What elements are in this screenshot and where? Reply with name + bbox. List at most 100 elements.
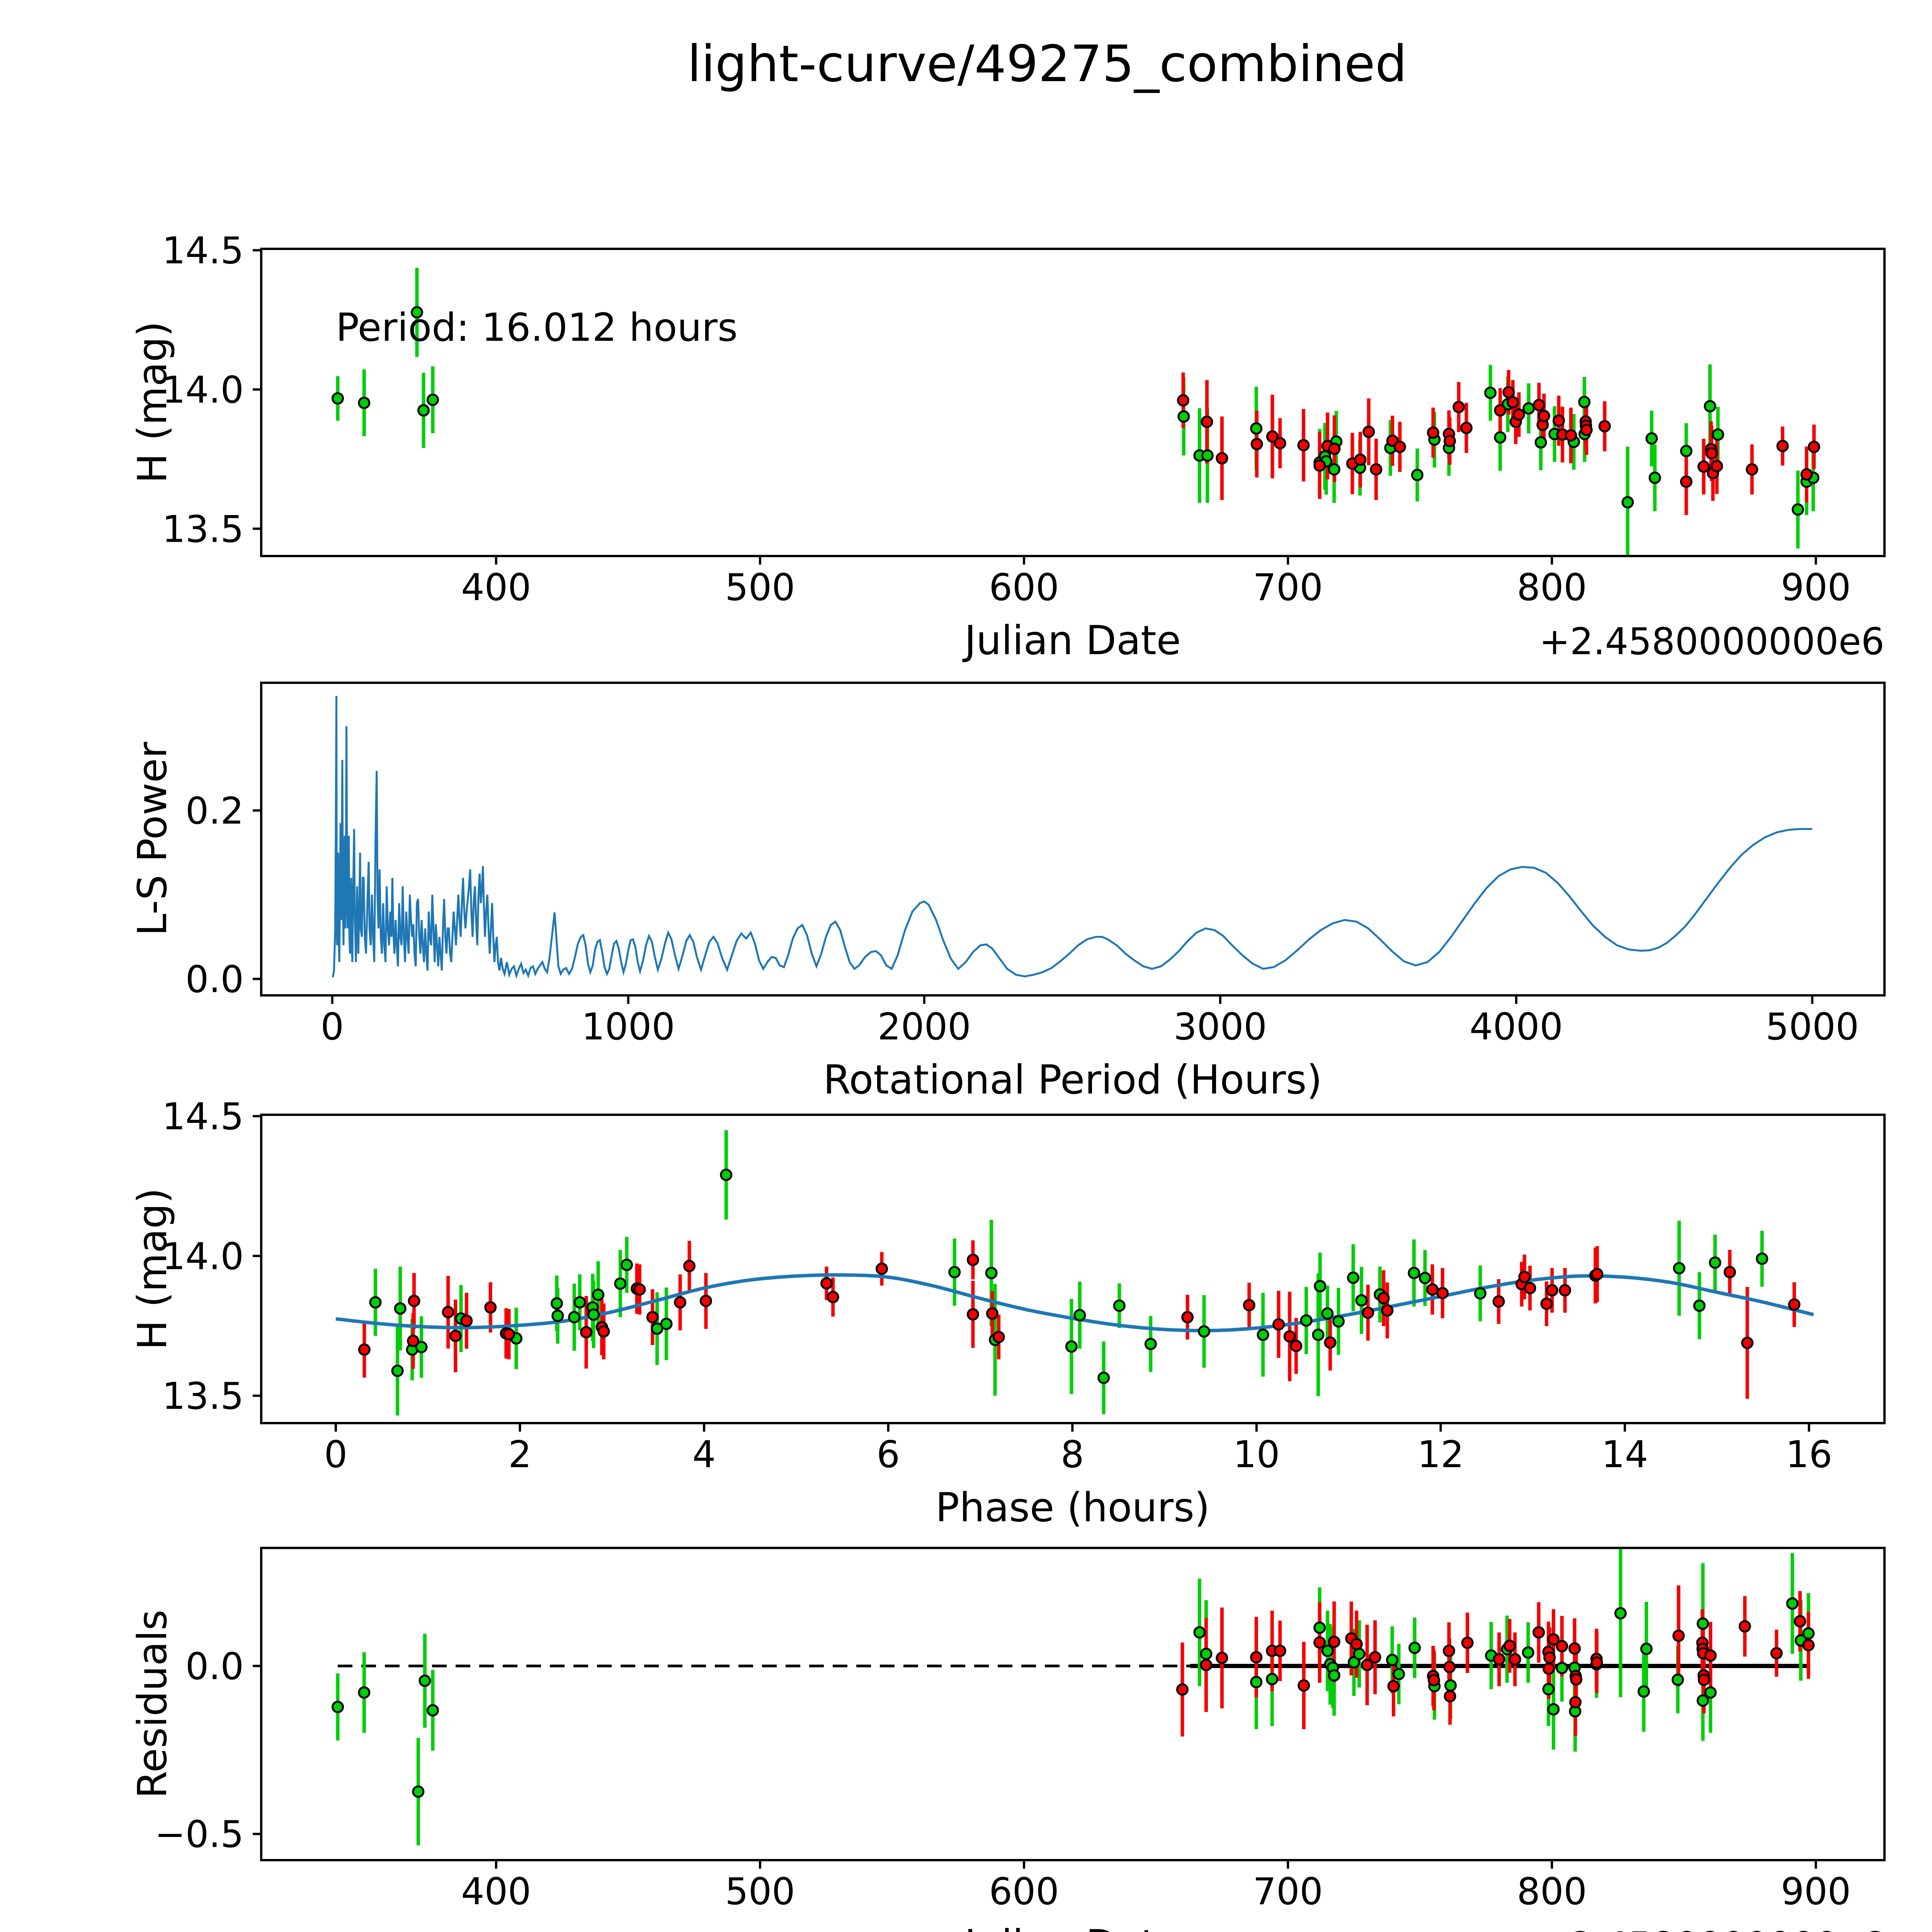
data-point [1144,1338,1157,1350]
markers-red-light-curve [1177,386,1820,488]
data-point [967,1253,979,1266]
data-point [358,1686,371,1699]
data-point [1377,1292,1390,1304]
axes-spines [260,682,1886,997]
data-point [699,1294,712,1307]
data-point [1492,1295,1505,1308]
panel-phased: 0 2 4 6 8 10 12 14 16 14.5 14.0 13.5 [162,1096,1886,1476]
data-point [1648,471,1661,484]
markers-green-phased [369,1168,1769,1384]
figure-title: light-curve/49275_combined [687,34,1407,93]
y-tick-label: −0.5 [155,1813,244,1856]
data-point [1494,404,1507,417]
data-point [358,396,371,409]
data-point [1723,1266,1736,1279]
data-point [614,1277,627,1290]
data-point [415,1341,428,1354]
x-tick-label: 0 [324,1434,347,1476]
periodogram-xlabel: Rotational Period (Hours) [823,1057,1322,1103]
data-point [1177,394,1189,407]
data-point [1428,1674,1440,1687]
data-point [1250,1676,1263,1689]
x-tick-label: 6 [877,1434,900,1476]
data-point [1387,1680,1400,1692]
periodogram-line [332,696,1813,979]
data-point [1361,1658,1374,1671]
x-tick-label: 2 [508,1434,531,1476]
data-point [449,1330,462,1342]
data-point [1386,1653,1398,1666]
data-point [1547,1633,1560,1646]
data-point [408,1294,420,1307]
data-point [1324,1336,1337,1349]
data-point [1569,1696,1582,1709]
data-point [1614,1607,1627,1620]
data-point [992,1331,1005,1344]
data-point [986,1307,998,1320]
data-point [568,1311,581,1323]
data-point [551,1310,564,1322]
data-point [1274,1645,1286,1657]
data-point [1393,440,1406,453]
data-point [1712,428,1724,441]
data-point [1300,1314,1313,1327]
data-point [1680,475,1692,488]
data-point [418,1674,431,1687]
lightcurve-xlabel: Julian Date [962,617,1181,664]
data-point [1537,410,1550,422]
data-point [417,404,430,417]
data-point [1559,1284,1571,1297]
data-point [1693,1299,1706,1312]
data-point [1509,1653,1521,1666]
data-point [1512,408,1525,421]
data-point [1502,386,1515,399]
data-point [407,1335,420,1347]
data-point [391,1364,404,1377]
data-point [1216,1651,1228,1664]
data-point [1411,469,1423,481]
x-tick-label: 2000 [878,1006,971,1048]
data-point [1297,439,1310,452]
data-point [503,1328,515,1340]
data-point [1503,1639,1516,1652]
residuals-xlabel: Julian Date [962,1922,1181,1932]
data-point [1697,1617,1709,1630]
data-point [1250,1651,1263,1663]
data-point [332,1701,344,1713]
data-point [1802,1639,1815,1651]
data-point [1756,1252,1769,1265]
data-point [876,1262,888,1275]
data-point [1362,425,1375,438]
data-point [948,1266,961,1279]
data-point [1532,399,1545,412]
data-point [1314,1280,1327,1293]
x-tick-label: 14 [1602,1434,1648,1476]
data-point [1250,422,1263,435]
data-point [633,1283,646,1296]
data-point [1507,396,1519,409]
data-point [1313,459,1326,472]
data-point [1216,452,1228,464]
data-point [1704,400,1716,413]
data-point [1542,1683,1555,1696]
lightcurve-offset-text: +2.4580000000e6 [1539,621,1884,663]
data-point [1443,1661,1456,1673]
data-point [1645,432,1658,445]
data-point [1200,1648,1213,1660]
y-tick-label: 0.0 [185,1646,244,1688]
data-point [1524,1282,1536,1294]
data-point [1746,463,1759,476]
x-tick-label: 800 [1517,566,1587,609]
x-tick-label: 700 [1253,566,1323,609]
markers-red-residuals [1176,1615,1815,1709]
y-tick-label: 14.0 [162,1235,244,1278]
data-point [1444,1679,1457,1692]
data-point [573,1296,586,1309]
data-point [1640,1643,1653,1655]
data-point [1534,436,1547,449]
data-point [1704,1649,1717,1662]
data-point [484,1301,497,1314]
phased-ylabel: H (mag) [129,1188,176,1350]
data-point [1568,1642,1581,1655]
